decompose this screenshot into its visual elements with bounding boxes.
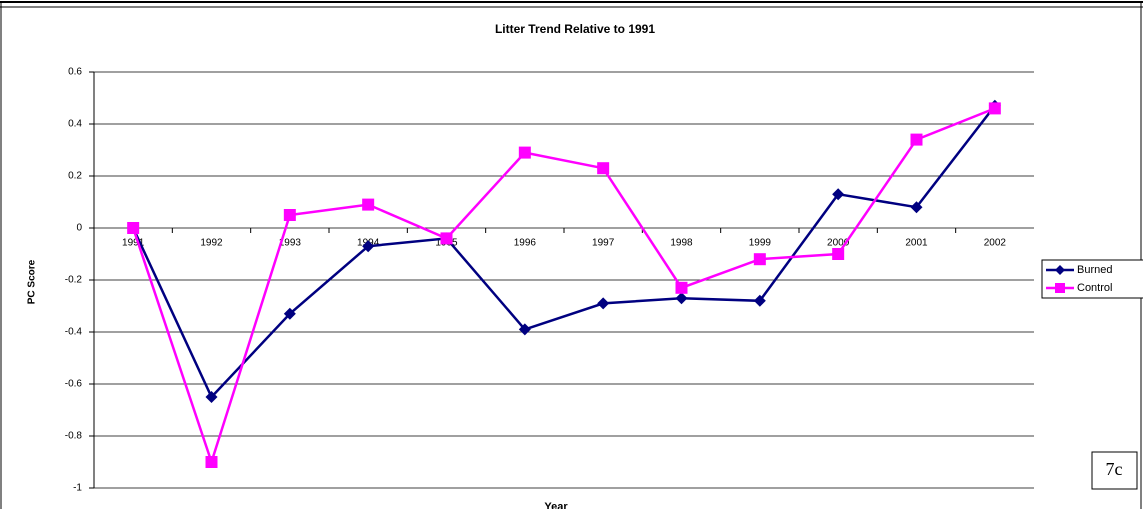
- annotation: 7c: [1106, 459, 1123, 479]
- legend-label: Burned: [1077, 264, 1112, 276]
- y-tick-label: 0.6: [68, 67, 82, 78]
- x-tick-label: 1996: [514, 238, 537, 249]
- x-tick-label: 1997: [592, 238, 615, 249]
- x-tick-label: 2001: [905, 238, 928, 249]
- marker: [205, 391, 218, 403]
- series-line: [132, 105, 996, 400]
- marker: [518, 323, 531, 336]
- marker: [127, 222, 140, 234]
- x-tick-label: 1993: [279, 238, 302, 249]
- x-tick-label: 2002: [984, 238, 1007, 249]
- marker: [988, 102, 1001, 115]
- y-tick-label: -0.8: [65, 431, 83, 442]
- chart-title: Litter Trend Relative to 1991: [495, 22, 655, 36]
- x-tick-label: 1991: [122, 238, 145, 249]
- marker: [910, 133, 923, 146]
- marker: [205, 456, 218, 468]
- marker: [832, 188, 845, 201]
- marker: [753, 253, 766, 266]
- x-axis-label: Year: [544, 501, 568, 509]
- legend-marker: [1055, 283, 1065, 293]
- marker: [753, 294, 766, 307]
- marker: [597, 162, 610, 175]
- marker: [910, 201, 923, 214]
- y-axis-label: PC Score: [27, 259, 38, 304]
- y-tick-label: -0.4: [65, 327, 83, 338]
- annotation-box: [1091, 451, 1138, 490]
- y-tick-label: 0.4: [68, 119, 82, 130]
- x-tick-label: 1999: [749, 238, 772, 249]
- series-line: [131, 107, 996, 467]
- marker: [283, 307, 296, 320]
- y-tick-label: 0.2: [68, 171, 82, 182]
- y-tick-label: -0.2: [65, 275, 83, 286]
- y-tick-label: -0.6: [65, 379, 83, 390]
- marker: [518, 146, 531, 159]
- x-tick-label: 1992: [200, 238, 223, 249]
- marker: [283, 209, 296, 221]
- marker: [440, 232, 453, 245]
- y-tick-label: 0: [76, 223, 82, 234]
- marker: [597, 297, 610, 310]
- y-tick-label: -1: [73, 483, 82, 494]
- marker: [832, 248, 845, 260]
- legend-marker: [1055, 265, 1065, 275]
- marker: [362, 198, 375, 211]
- legend-label: Control: [1077, 282, 1112, 294]
- marker: [362, 240, 375, 253]
- x-tick-label: 2000: [827, 238, 850, 249]
- x-tick-label: 1998: [670, 238, 693, 249]
- marker: [675, 292, 688, 305]
- marker: [675, 281, 688, 294]
